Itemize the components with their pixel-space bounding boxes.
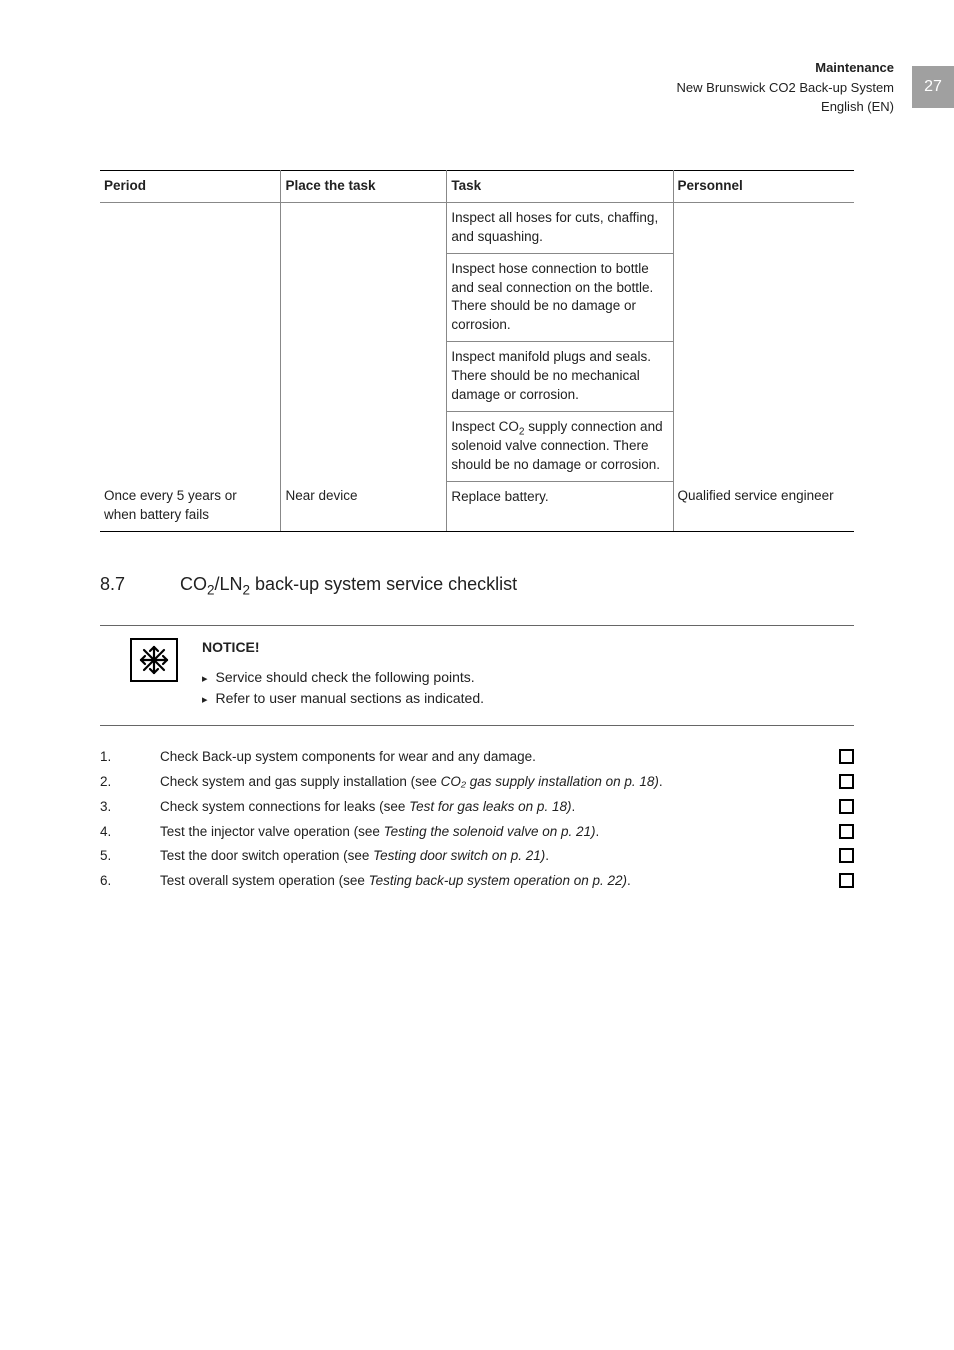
checklist-index: 2. (100, 773, 160, 792)
cl-post: . (571, 799, 575, 814)
cl-ital: Testing the solenoid valve on p. 21) (384, 824, 596, 839)
maintenance-table: Period Place the task Task Personnel Ins… (100, 170, 854, 532)
t-mid: /LN (215, 574, 243, 594)
cl-ital: Testing back-up system operation on p. 2… (369, 873, 627, 888)
checklist-item: 3. Check system connections for leaks (s… (100, 798, 854, 817)
cell-place: Near device (281, 481, 447, 531)
checklist-index: 3. (100, 798, 160, 817)
cl-post: . (659, 774, 663, 789)
checklist-index: 6. (100, 872, 160, 891)
checkbox-icon[interactable] (839, 824, 854, 839)
checklist-text: Check system connections for leaks (see … (160, 798, 819, 817)
cell-task: Inspect manifold plugs and seals. There … (447, 342, 673, 412)
cl-ital: Test for gas leaks on p. 18) (409, 799, 571, 814)
t-post: back-up system service checklist (250, 574, 517, 594)
section-number: 8.7 (100, 572, 140, 597)
checklist-item: 4. Test the injector valve operation (se… (100, 823, 854, 842)
t-sub1: 2 (207, 582, 215, 597)
th-period: Period (100, 171, 281, 203)
checklist-item: 6. Test overall system operation (see Te… (100, 872, 854, 891)
notice-block: NOTICE! Service should check the followi… (100, 625, 854, 726)
checklist-text: Check system and gas supply installation… (160, 773, 819, 792)
co2-pre: Inspect CO (451, 419, 519, 434)
checklist-text: Test overall system operation (see Testi… (160, 872, 819, 891)
checklist-index: 4. (100, 823, 160, 842)
notice-label: NOTICE! (202, 638, 484, 658)
table-row-final: Once every 5 years or when battery fails… (100, 481, 854, 531)
cl-post: . (627, 873, 631, 888)
cell-task: Inspect hose connection to bottle and se… (447, 253, 673, 342)
checklist-index: 1. (100, 748, 160, 767)
cl-post: . (545, 848, 549, 863)
cl-pre: Check Back-up system components for wear… (160, 749, 536, 764)
notice-icon (130, 638, 178, 682)
cell-task: Replace battery. (447, 481, 673, 531)
checklist-item: 2. Check system and gas supply installat… (100, 773, 854, 792)
cell-task: Inspect all hoses for cuts, chaffing, an… (447, 202, 673, 253)
cell-place-empty (281, 202, 447, 481)
snowflake-icon (139, 645, 169, 675)
notice-bullets: Service should check the following point… (202, 668, 484, 709)
header-title: Maintenance (677, 58, 894, 78)
notice-bullet: Refer to user manual sections as indicat… (202, 689, 484, 709)
checkbox-icon[interactable] (839, 749, 854, 764)
notice-bullet: Service should check the following point… (202, 668, 484, 688)
checklist-text: Check Back-up system components for wear… (160, 748, 819, 767)
cell-period-empty (100, 202, 281, 481)
section-title: CO2/LN2 back-up system service checklist (180, 572, 517, 597)
header-lang: English (EN) (677, 97, 894, 117)
service-checklist: 1. Check Back-up system components for w… (100, 748, 854, 891)
checkbox-icon[interactable] (839, 774, 854, 789)
checkbox-icon[interactable] (839, 873, 854, 888)
cl-ital: Testing door switch on p. 21) (373, 848, 545, 863)
notice-text: NOTICE! Service should check the followi… (202, 638, 484, 711)
cell-personnel: Qualified service engineer (673, 481, 854, 531)
page-header: Maintenance New Brunswick CO2 Back-up Sy… (677, 58, 894, 117)
th-task: Task (447, 171, 673, 203)
cell-personnel-empty (673, 202, 854, 481)
checkbox-icon[interactable] (839, 848, 854, 863)
checklist-item: 5. Test the door switch operation (see T… (100, 847, 854, 866)
cell-period: Once every 5 years or when battery fails (100, 481, 281, 531)
checklist-index: 5. (100, 847, 160, 866)
checklist-text: Test the injector valve operation (see T… (160, 823, 819, 842)
section-heading: 8.7 CO2/LN2 back-up system service check… (100, 572, 854, 597)
header-subtitle: New Brunswick CO2 Back-up System (677, 78, 894, 98)
cl-pre: Test the injector valve operation (see (160, 824, 384, 839)
th-personnel: Personnel (673, 171, 854, 203)
th-place: Place the task (281, 171, 447, 203)
t-sub2: 2 (243, 582, 251, 597)
t-pre: CO (180, 574, 207, 594)
main-content: Period Place the task Task Personnel Ins… (100, 170, 854, 897)
cl-post: . (596, 824, 600, 839)
page-number-tab: 27 (912, 66, 954, 108)
cl-pre: Check system and gas supply installation… (160, 774, 441, 789)
checklist-item: 1. Check Back-up system components for w… (100, 748, 854, 767)
cell-task-co2: Inspect CO2 supply connection and soleno… (447, 411, 673, 481)
checkbox-icon[interactable] (839, 799, 854, 814)
cl-pre: Check system connections for leaks (see (160, 799, 409, 814)
cl-pre: Test overall system operation (see (160, 873, 369, 888)
table-row: Inspect all hoses for cuts, chaffing, an… (100, 202, 854, 253)
cl-ital: CO₂ gas supply installation on p. 18) (441, 774, 659, 789)
cl-pre: Test the door switch operation (see (160, 848, 373, 863)
checklist-text: Test the door switch operation (see Test… (160, 847, 819, 866)
table-header-row: Period Place the task Task Personnel (100, 171, 854, 203)
